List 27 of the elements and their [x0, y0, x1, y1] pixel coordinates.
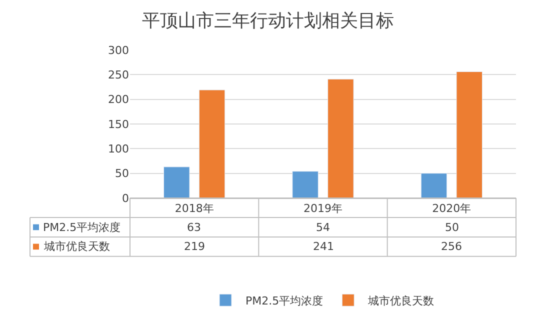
legend-label: 城市优良天数 [367, 294, 434, 308]
data-label: 256 [441, 240, 462, 253]
text: 城市优良天数 [44, 240, 110, 253]
x-tick-label: 2020年 [432, 202, 472, 216]
text: PM2.5平均浓度 [246, 294, 324, 308]
data-label: 241 [313, 240, 334, 253]
bar [292, 171, 318, 198]
data-label: 50 [445, 221, 459, 234]
y-tick-label: 250 [108, 68, 129, 82]
data-label: 219 [184, 240, 205, 253]
y-tick-label: 0 [122, 192, 129, 205]
x-tick-label: 2018年 [174, 202, 214, 216]
y-tick-label: 150 [108, 118, 129, 131]
bar [420, 173, 448, 198]
x-tick-label: 2019年 [304, 202, 342, 216]
y-tick-label: 200 [108, 93, 129, 106]
chart-title: 平顶山市三年行动计划相关目标 [142, 10, 394, 32]
bar [456, 71, 482, 198]
data-label: 54 [316, 221, 330, 234]
legend-label: PM2.5平均浓度 [43, 221, 121, 234]
bar [198, 90, 226, 198]
y-tick-label: 100 [108, 142, 129, 156]
bar [164, 166, 190, 198]
bar [328, 78, 354, 198]
data-label: 63 [187, 221, 201, 234]
y-tick-label: 300 [108, 44, 129, 57]
y-tick-label: 50 [115, 167, 129, 180]
